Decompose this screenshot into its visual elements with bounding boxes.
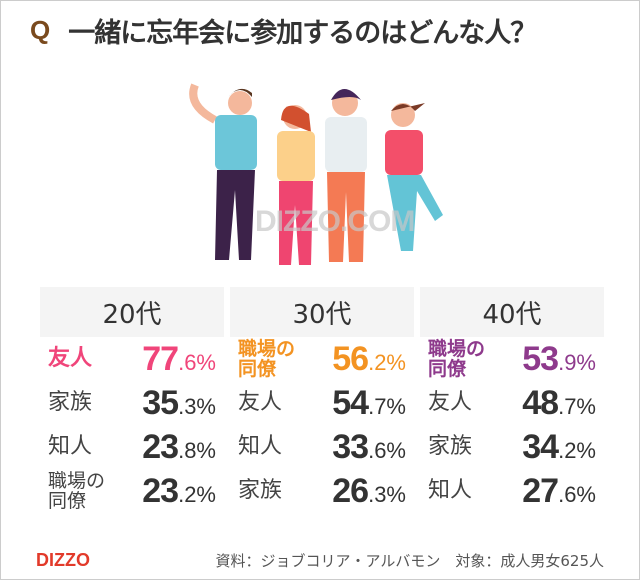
- row-label: 家族: [48, 390, 93, 415]
- row-label: 家族: [428, 434, 473, 459]
- column-header: 30代: [230, 287, 414, 337]
- table-row: 家族 35.3%: [40, 381, 224, 425]
- watermark: DIZZO.COM: [255, 205, 415, 238]
- value-int: 54: [332, 383, 369, 422]
- value-int: 56: [332, 339, 369, 378]
- value-dec: .2%: [368, 349, 406, 375]
- value-int: 53: [522, 339, 559, 378]
- table-row: 知人 33.6%: [230, 425, 414, 469]
- table-row: 職場の同僚 53.9%: [420, 337, 604, 381]
- value-dec: .7%: [368, 393, 406, 419]
- row-label: 友人: [238, 390, 283, 415]
- value-int: 35: [142, 383, 179, 422]
- friends-illustration-icon: [189, 83, 443, 265]
- value-dec: .9%: [558, 349, 596, 375]
- source-note: 資料：ジョブコリア・アルバモン 対象：成人男女625人: [215, 552, 604, 570]
- results-table: 20代 友人 77.6% 家族 35.3% 知人 23.8% 職場の同僚 23.2% 3…: [40, 287, 604, 513]
- value-int: 77: [142, 339, 179, 378]
- value-int: 33: [332, 427, 369, 466]
- row-label: 知人: [48, 434, 93, 459]
- table-row: 家族 26.3%: [230, 469, 414, 513]
- row-label: 友人: [48, 346, 93, 371]
- value-int: 23: [142, 471, 179, 510]
- value-dec: .2%: [178, 481, 216, 507]
- row-label: 知人: [238, 434, 283, 459]
- dizzo-logo: DIZZO: [36, 550, 90, 570]
- value-dec: .2%: [558, 437, 596, 463]
- row-label: 家族: [238, 478, 283, 503]
- table-row: 知人 23.8%: [40, 425, 224, 469]
- value-dec: .6%: [558, 481, 596, 507]
- row-label: 職場の同僚: [428, 338, 486, 380]
- value-int: 48: [522, 383, 559, 422]
- value-dec: .7%: [558, 393, 596, 419]
- row-label: 友人: [428, 390, 473, 415]
- row-label: 職場の同僚: [48, 470, 106, 512]
- table-row: 友人 48.7%: [420, 381, 604, 425]
- table-row: 友人 54.7%: [230, 381, 414, 425]
- table-row: 職場の同僚 56.2%: [230, 337, 414, 381]
- table-row: 家族 34.2%: [420, 425, 604, 469]
- column-header: 40代: [420, 287, 604, 337]
- table-row: 職場の同僚 23.2%: [40, 469, 224, 513]
- row-label: 職場の同僚: [238, 338, 296, 380]
- value-int: 23: [142, 427, 179, 466]
- value-dec: .6%: [368, 437, 406, 463]
- column-30s: 30代 職場の同僚 56.2% 友人 54.7% 知人 33.6% 家族 26.3%: [230, 287, 414, 513]
- table-row: 友人 77.6%: [40, 337, 224, 381]
- value-dec: .8%: [178, 437, 216, 463]
- value-dec: .6%: [178, 349, 216, 375]
- column-header: 20代: [40, 287, 224, 337]
- table-row: 知人 27.6%: [420, 469, 604, 513]
- row-label: 知人: [428, 478, 473, 503]
- value-dec: .3%: [178, 393, 216, 419]
- value-int: 27: [522, 471, 559, 510]
- column-20s: 20代 友人 77.6% 家族 35.3% 知人 23.8% 職場の同僚 23.2%: [40, 287, 224, 513]
- title-text: 一緒に忘年会に参加するのはどんな人？: [68, 17, 537, 49]
- column-40s: 40代 職場の同僚 53.9% 友人 48.7% 家族 34.2% 知人 27.6%: [420, 287, 604, 513]
- q-mark: Q: [30, 14, 51, 45]
- value-int: 34: [522, 427, 559, 466]
- page-title: Q 一緒に忘年会に参加するのはどんな人？: [30, 8, 537, 52]
- value-dec: .3%: [368, 481, 406, 507]
- value-int: 26: [332, 471, 369, 510]
